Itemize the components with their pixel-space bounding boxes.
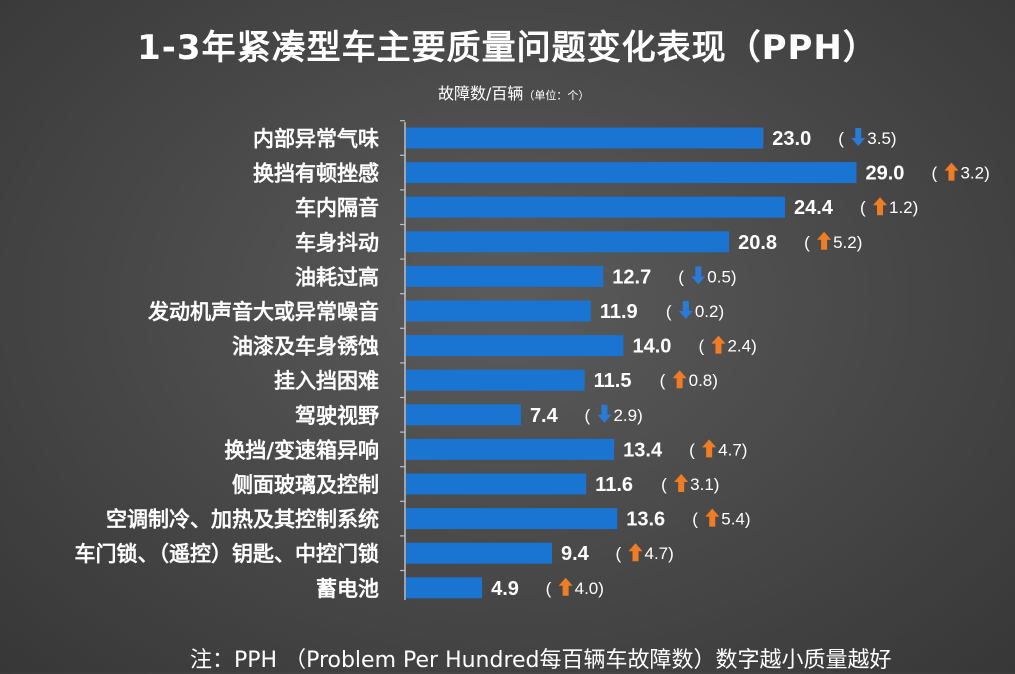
change-open-paren: ( [661, 475, 667, 494]
bar [406, 300, 591, 322]
change-open-paren: ( [838, 129, 844, 148]
change-amount: 4.0) [575, 579, 604, 598]
bar [406, 473, 587, 495]
change-amount: 0.2) [695, 302, 724, 321]
arrow-up-icon [672, 370, 687, 389]
chart-title: 1-3年紧凑型车主要质量问题变化表现（PPH） [137, 28, 878, 68]
subtitle-main: 故障数/百辆 [438, 84, 524, 103]
category-label: 挂入挡困难 [274, 369, 379, 393]
bar [406, 127, 764, 149]
bar [406, 196, 786, 218]
bar [406, 231, 730, 253]
change-open-paren: ( [678, 267, 684, 286]
bar [406, 335, 624, 357]
value-label: 7.4 [530, 405, 559, 427]
value-label: 29.0 [865, 163, 904, 185]
bar [406, 369, 585, 391]
category-label: 换挡/变速箱异响 [224, 438, 379, 462]
value-label: 11.6 [595, 474, 633, 496]
category-label: 换挡有顿挫感 [253, 162, 379, 186]
bar [406, 162, 857, 184]
change-open-paren: ( [660, 371, 666, 390]
category-label: 空调制冷、加热及其控制系统 [106, 508, 379, 532]
bar [406, 265, 604, 287]
arrow-up-icon [702, 439, 717, 458]
arrow-down-icon [678, 301, 693, 319]
change-amount: 3.5) [867, 129, 896, 148]
value-label: 13.4 [623, 439, 663, 461]
value-label: 4.9 [491, 578, 519, 600]
change-amount: 5.4) [721, 510, 750, 529]
bar [406, 438, 615, 460]
value-label: 11.9 [600, 301, 638, 323]
change-open-paren: ( [692, 510, 698, 529]
change-amount: 1.2) [889, 198, 918, 217]
arrow-up-icon [711, 335, 726, 354]
change-amount: 2.9) [613, 406, 642, 425]
value-label: 14.0 [632, 336, 671, 358]
change-open-paren: ( [666, 302, 672, 321]
arrow-up-icon [705, 508, 720, 527]
value-label: 23.0 [772, 128, 811, 150]
arrow-up-icon [558, 577, 573, 596]
value-label: 20.8 [738, 232, 777, 254]
category-label: 内部异常气味 [253, 127, 379, 151]
change-open-paren: ( [689, 440, 695, 459]
change-amount: 0.8) [689, 371, 718, 390]
change-open-paren: ( [546, 579, 552, 598]
value-label: 13.6 [626, 509, 665, 531]
arrow-down-icon [597, 404, 612, 423]
value-label: 11.5 [594, 370, 632, 392]
change-open-paren: ( [804, 233, 810, 252]
change-amount: 4.7) [718, 440, 747, 459]
change-open-paren: ( [616, 544, 622, 563]
change-open-paren: ( [931, 164, 937, 183]
change-amount: 3.1) [690, 475, 719, 494]
subtitle-unit: （单位：个） [523, 89, 590, 102]
category-label: 侧面玻璃及控制 [232, 473, 379, 497]
category-label: 车门锁、（遥控）钥匙、中控门锁 [75, 542, 380, 566]
bar [406, 404, 521, 426]
arrow-up-icon [944, 162, 959, 181]
chart-subtitle: 故障数/百辆（单位：个） [438, 80, 589, 104]
category-label: 油耗过高 [295, 265, 379, 289]
category-label: 车内隔音 [295, 196, 379, 220]
category-label: 发动机声音大或异常噪音 [147, 300, 379, 324]
arrow-up-icon [873, 197, 888, 216]
footer-note: 注：PPH （Problem Per Hundred每百辆车故障数）数字越小质量… [190, 648, 892, 673]
change-amount: 5.2) [833, 233, 862, 252]
bar [406, 577, 483, 599]
change-amount: 2.4) [727, 337, 756, 356]
bar [406, 542, 553, 564]
change-open-paren: ( [584, 406, 590, 425]
arrow-up-icon [628, 543, 643, 562]
value-label: 12.7 [612, 266, 651, 288]
arrow-up-icon [817, 231, 832, 250]
change-amount: 3.2) [960, 164, 989, 183]
arrow-down-icon [691, 266, 706, 285]
change-amount: 4.7) [645, 544, 674, 563]
value-label: 9.4 [561, 543, 590, 565]
category-label: 蓄电池 [316, 577, 379, 601]
category-label: 油漆及车身锈蚀 [232, 335, 379, 359]
value-label: 24.4 [794, 197, 834, 219]
category-label: 车身抖动 [295, 231, 379, 255]
arrow-up-icon [674, 474, 689, 492]
change-open-paren: ( [698, 337, 704, 356]
bar [406, 508, 618, 530]
change-open-paren: ( [860, 198, 866, 217]
arrow-down-icon [851, 128, 866, 146]
category-label: 驾驶视野 [295, 404, 379, 428]
change-amount: 0.5) [707, 267, 736, 286]
